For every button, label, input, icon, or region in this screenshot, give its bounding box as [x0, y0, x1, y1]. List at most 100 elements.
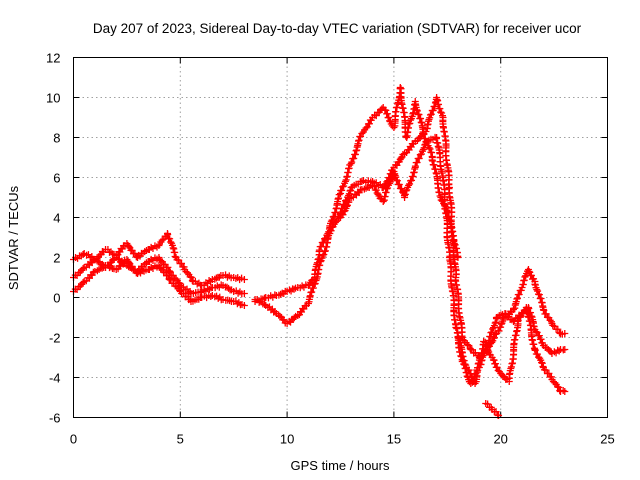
x-tick-label: 5	[177, 432, 184, 447]
data-point-fill	[351, 150, 359, 158]
data-point	[390, 124, 398, 131]
data-point-fill	[513, 295, 521, 303]
data-point-fill	[341, 177, 349, 185]
y-tick-label: 12	[46, 51, 60, 66]
data-point-fill	[551, 379, 559, 387]
data-point-fill	[402, 187, 410, 195]
data-point-fill	[537, 295, 545, 303]
data-point-fill	[315, 246, 323, 254]
data-point-fill	[330, 212, 338, 220]
data-point-fill	[309, 284, 317, 292]
data-point-fill	[131, 249, 139, 257]
data-point-fill	[88, 271, 96, 279]
data-point-fill	[490, 334, 498, 342]
data-point-fill	[343, 201, 351, 209]
data-point-fill	[397, 154, 405, 162]
data-point-fill	[407, 116, 415, 124]
data-point-fill	[357, 132, 365, 140]
data-point	[240, 290, 248, 297]
y-tick-label: 0	[53, 291, 60, 306]
data-point	[358, 178, 366, 185]
data-point-fill	[515, 290, 523, 298]
data-point-fill	[521, 273, 529, 281]
data-point-fill	[481, 338, 489, 346]
data-point-fill	[343, 202, 351, 210]
data-point-fill	[537, 335, 545, 343]
data-point-fill	[157, 265, 165, 273]
data-point-fill	[486, 332, 494, 340]
data-point-fill	[166, 276, 174, 284]
data-point-fill	[233, 300, 241, 308]
data-point-fill	[95, 266, 103, 274]
data-point-fill	[545, 369, 553, 377]
data-point-fill	[395, 181, 403, 189]
data-point-fill	[362, 124, 370, 132]
plot-frame	[73, 57, 608, 418]
data-point-fill	[455, 335, 463, 343]
data-point-fill	[526, 268, 534, 276]
y-tick-label: -6	[49, 411, 61, 426]
data-point-fill	[540, 306, 548, 314]
data-point-fill	[382, 106, 390, 114]
data-point-fill	[383, 110, 391, 118]
data-point-fill	[532, 328, 540, 336]
data-point-fill	[316, 258, 324, 266]
data-point-fill	[338, 186, 346, 194]
data-point-fill	[119, 259, 127, 267]
data-point-fill	[157, 257, 165, 265]
data-point-fill	[382, 188, 390, 196]
y-tick-label: -4	[49, 371, 61, 386]
data-point-fill	[205, 277, 213, 285]
x-axis-label: GPS time / hours	[291, 458, 390, 473]
data-point-fill	[542, 310, 550, 318]
data-point-fill	[463, 341, 471, 349]
data-point-fill	[497, 323, 505, 331]
data-points	[70, 84, 569, 419]
x-tick-label: 10	[280, 432, 294, 447]
data-point-fill	[406, 119, 414, 127]
data-point-fill	[555, 383, 563, 391]
data-point-fill	[320, 251, 328, 259]
data-point-fill	[535, 332, 543, 340]
data-point-fill	[398, 185, 406, 193]
data-point-fill	[513, 294, 521, 302]
series-track-7	[454, 304, 569, 395]
y-axis-label: SDTVAR / TECUs	[6, 185, 21, 290]
data-point-fill	[417, 115, 425, 123]
data-point-fill	[280, 316, 288, 324]
y-tick-label: 2	[53, 251, 60, 266]
data-point-fill	[411, 162, 419, 170]
data-point-fill	[362, 184, 370, 192]
data-point	[379, 198, 387, 205]
data-point-fill	[290, 285, 298, 293]
data-point-fill	[525, 313, 533, 321]
data-point-fill	[225, 284, 233, 292]
data-point	[454, 334, 462, 341]
data-point	[480, 338, 488, 345]
series-track-3	[70, 256, 248, 309]
data-point-fill	[426, 111, 434, 119]
data-point-fill	[493, 363, 501, 371]
data-point-fill	[406, 180, 414, 188]
data-point-fill	[331, 218, 339, 226]
data-point-fill	[308, 288, 316, 296]
data-point-fill	[460, 357, 468, 365]
grid-lines	[73, 57, 608, 418]
data-point-fill	[399, 150, 407, 158]
series-track-6	[337, 133, 569, 387]
data-point-fill	[495, 327, 503, 335]
data-point-fill	[321, 247, 329, 255]
data-point-fill	[187, 273, 195, 281]
data-point-fill	[385, 114, 393, 122]
data-point-fill	[204, 285, 212, 293]
data-point-fill	[413, 158, 421, 166]
data-point-fill	[131, 265, 139, 273]
y-tick-label: 10	[46, 91, 60, 106]
data-point-fill	[393, 177, 401, 185]
data-point-fill	[350, 154, 358, 162]
data-point-fill	[125, 243, 133, 251]
data-point-fill	[346, 194, 354, 202]
data-point-fill	[491, 330, 499, 338]
data-point-fill	[436, 192, 444, 200]
